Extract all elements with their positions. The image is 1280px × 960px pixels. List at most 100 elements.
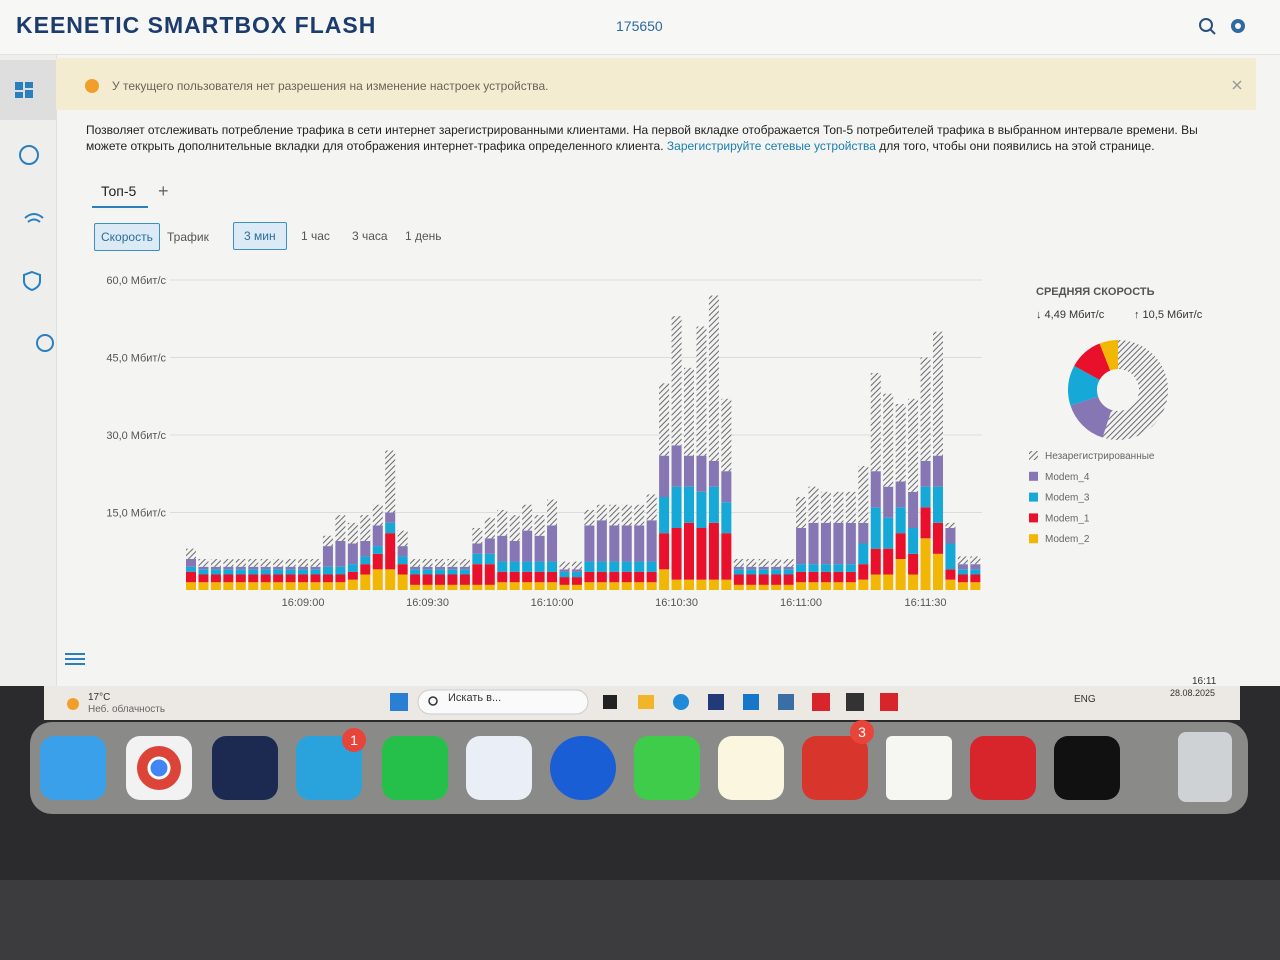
bar-segment <box>235 569 246 575</box>
bar-segment <box>497 571 508 583</box>
bar-segment <box>484 584 495 590</box>
bar-segment <box>534 535 545 562</box>
bar-segment <box>447 569 458 575</box>
whatsapp[interactable] <box>382 736 448 800</box>
textedit[interactable] <box>886 736 952 800</box>
bar-segment <box>372 546 383 554</box>
interval-button[interactable]: 3 мин <box>233 222 287 250</box>
internet-icon[interactable] <box>19 145 39 165</box>
trash[interactable] <box>1178 732 1232 802</box>
bar-segment <box>459 559 470 567</box>
bar-segment <box>310 569 321 575</box>
telegram[interactable] <box>296 736 362 800</box>
terminal[interactable] <box>1054 736 1120 800</box>
bar-segment <box>596 561 607 572</box>
bar-segment <box>721 579 732 590</box>
warning-text: У текущего пользователя нет разрешения н… <box>112 79 549 93</box>
close-button[interactable] <box>1230 78 1244 92</box>
bar-segment <box>895 481 906 508</box>
bar-segment <box>721 398 732 472</box>
bar-segment <box>684 367 694 456</box>
messages[interactable] <box>634 736 700 800</box>
description-text: для того, чтобы они появились на этой ст… <box>879 139 1155 153</box>
anydesk[interactable] <box>970 736 1036 800</box>
start-button[interactable] <box>390 693 408 711</box>
bar-segment <box>771 584 782 590</box>
interval-button[interactable]: 1 час <box>301 229 330 243</box>
mode-button[interactable]: Трафик <box>167 230 209 244</box>
badge: 3 <box>850 720 874 744</box>
interval-button[interactable]: 1 день <box>405 229 442 243</box>
bar-segment <box>945 579 956 590</box>
bar-segment <box>920 357 931 461</box>
bar-segment <box>920 538 931 590</box>
add-tab[interactable]: + <box>158 181 169 201</box>
y-tick-label: 60,0 Мбит/с <box>106 275 166 287</box>
bar-segment <box>870 373 881 472</box>
legend-swatch <box>1029 492 1038 502</box>
bar-segment <box>447 559 458 567</box>
bar-segment <box>684 579 694 590</box>
bar-segment <box>883 574 894 590</box>
bar-segment <box>360 556 371 565</box>
clock-date: 28.08.2025 <box>1170 688 1216 698</box>
bar-segment <box>933 486 943 523</box>
bar-segment <box>970 574 981 583</box>
bar-segment <box>447 584 458 590</box>
bar-segment <box>696 528 707 580</box>
bar-segment <box>833 522 844 565</box>
bar-segment <box>933 331 943 456</box>
bar-segment <box>260 569 271 575</box>
bar-segment <box>472 528 483 544</box>
app[interactable] <box>212 736 278 800</box>
mode-button[interactable]: Скорость <box>94 223 160 251</box>
system-icon[interactable] <box>36 334 54 352</box>
sidebar-icons <box>0 60 56 352</box>
menu-icon[interactable] <box>62 650 92 670</box>
legend-label: Modem_4 <box>1045 472 1090 483</box>
thunderbird[interactable] <box>466 736 532 800</box>
bar-segment <box>634 582 645 590</box>
interval-button[interactable]: 3 часа <box>352 229 388 243</box>
bar-segment <box>733 574 744 585</box>
y-tick-label: 30,0 Мбит/с <box>106 430 166 442</box>
bar-segment <box>609 561 620 572</box>
bar-segment <box>584 525 595 562</box>
notes[interactable] <box>718 736 784 800</box>
pie-slice <box>1070 396 1112 438</box>
bar-segment <box>497 509 508 536</box>
legend-swatch <box>1029 451 1038 460</box>
bar-segment <box>621 504 632 526</box>
bar-segment <box>721 533 732 580</box>
sidebar <box>0 55 57 686</box>
bar-segment <box>260 582 271 590</box>
search-box[interactable] <box>417 689 589 715</box>
bar-segment <box>957 582 968 590</box>
tab[interactable]: Топ-5 <box>101 183 137 199</box>
bar-segment <box>547 525 558 562</box>
bar-segment <box>385 450 396 513</box>
bar-segment <box>883 548 894 575</box>
1password[interactable] <box>550 736 616 800</box>
bar-segment <box>447 566 458 570</box>
bar-segment <box>684 455 694 487</box>
weather-icon <box>67 698 79 710</box>
search-icon[interactable] <box>1199 18 1213 32</box>
bar-segment <box>571 571 582 578</box>
legend-swatch <box>1029 471 1038 481</box>
todoist[interactable] <box>802 736 868 800</box>
security-icon[interactable] <box>23 270 41 292</box>
bar-segment <box>410 566 421 570</box>
register-link[interactable]: Зарегистрируйте сетевые устройства <box>666 139 876 153</box>
bar-segment <box>210 574 221 583</box>
finder[interactable] <box>40 736 106 800</box>
x-tick-label: 16:09:30 <box>406 597 449 609</box>
x-tick-label: 16:10:00 <box>531 597 574 609</box>
bar-segment <box>970 582 981 590</box>
bar-segment <box>609 571 620 583</box>
wifi-icon[interactable] <box>24 213 44 223</box>
bar-segment <box>820 522 831 565</box>
search-placeholder: Искать в... <box>448 692 502 704</box>
bar-segment <box>796 497 807 528</box>
bar-segment <box>397 530 408 547</box>
